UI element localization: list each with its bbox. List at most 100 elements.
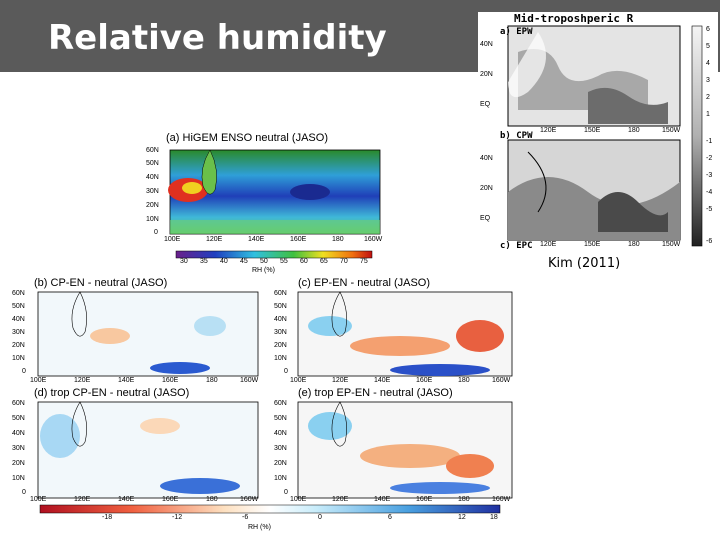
panel-c-lon-tick: 160W: [492, 377, 511, 384]
panel-a-lat-tick: 10N: [146, 216, 159, 223]
panel-e-lon-tick: 160E: [416, 496, 433, 503]
panel-e-lon-tick: 120E: [332, 496, 349, 503]
right-colorbar-tick: 6: [706, 26, 710, 33]
right-figure: Mid-troposhperic R a) EPW b) CPW c) EPC …: [478, 12, 718, 260]
diff-colorbar-tick: -12: [172, 514, 183, 521]
right-figure-title: Mid-troposhperic R: [514, 12, 634, 25]
right-b-lon-tick: 150E: [584, 241, 601, 248]
panel-a-graphic: [168, 149, 381, 259]
panel-e-lat-tick: 10N: [274, 475, 287, 482]
panel-e-lon-tick: 180: [458, 496, 470, 503]
right-panel-c-label: c) EPC: [500, 241, 533, 251]
panel-d-lon-tick: 140E: [118, 496, 135, 503]
panel-a-colorbar-tick: 55: [280, 258, 288, 265]
right-a-lat-tick: 20N: [480, 71, 493, 78]
right-figure-graphic: [478, 12, 718, 260]
right-b-lat-tick: EQ: [480, 215, 491, 222]
right-colorbar-tick: 1: [706, 111, 710, 118]
panel-d-lat-tick: 10N: [12, 475, 25, 482]
right-b-lon-tick: 150W: [662, 241, 681, 248]
right-a-lat-tick: EQ: [480, 101, 491, 108]
right-colorbar-tick: -6: [706, 238, 713, 245]
panel-b-lat-tick: 50N: [12, 303, 25, 310]
panel-e-lat-tick: 0: [284, 489, 288, 496]
panel-c-lon-tick: 160E: [416, 377, 433, 384]
panel-a-lon-tick: 140E: [248, 236, 265, 243]
panel-c-title: (c) EP-EN - neutral (JASO): [298, 277, 431, 289]
panel-d-lat-tick: 40N: [12, 430, 25, 437]
panel-e-lat-tick: 40N: [274, 430, 287, 437]
panel-a-colorbar-tick: 65: [320, 258, 328, 265]
panel-a-lat-tick: 40N: [146, 174, 159, 181]
panel-b-lon-tick: 140E: [118, 377, 135, 384]
panel-a-lon-tick: 160W: [364, 236, 383, 243]
right-b-lon-tick: 180: [628, 241, 640, 248]
panel-b-lon-tick: 100E: [30, 377, 47, 384]
diff-colorbar-tick: 12: [458, 514, 466, 521]
panel-a-lon-tick: 180: [332, 236, 344, 243]
panel-c-lon-tick: 100E: [290, 377, 307, 384]
panel-a-lat-tick: 30N: [146, 188, 159, 195]
panel-a-lat-tick: 50N: [146, 160, 159, 167]
panel-a-colorbar-tick: 40: [220, 258, 228, 265]
panel-d-lat-tick: 30N: [12, 445, 25, 452]
panel-b-lat-tick: 20N: [12, 342, 25, 349]
panel-c-lat-tick: 50N: [274, 303, 287, 310]
panel-e-lat-tick: 60N: [274, 400, 287, 407]
panel-e-title: (e) trop EP-EN - neutral (JASO): [298, 387, 453, 399]
panel-a-colorbar-tick: 70: [340, 258, 348, 265]
panel-e-lon-tick: 100E: [290, 496, 307, 503]
panel-a-lon-tick: 100E: [164, 236, 181, 243]
panel-b-lon-tick: 120E: [74, 377, 91, 384]
diff-colorbar-tick: 0: [318, 514, 322, 521]
panel-a-lon-tick: 160E: [290, 236, 307, 243]
right-colorbar-tick: -2: [706, 155, 713, 162]
panel-a-lon-tick: 120E: [206, 236, 223, 243]
right-colorbar-tick: 4: [706, 60, 710, 67]
panel-d-lon-tick: 160W: [240, 496, 259, 503]
panel-b-lon-tick: 160E: [162, 377, 179, 384]
right-a-lon-tick: 150E: [584, 127, 601, 134]
difference-panels-graphic: [37, 291, 513, 514]
panel-c-lat-tick: 0: [284, 368, 288, 375]
panel-d-lat-tick: 50N: [12, 415, 25, 422]
panel-e-lat-tick: 20N: [274, 460, 287, 467]
panel-d-lat-tick: 60N: [12, 400, 25, 407]
panel-b-lat-tick: 40N: [12, 316, 25, 323]
panel-c-lat-tick: 30N: [274, 329, 287, 336]
panel-d-title: (d) trop CP-EN - neutral (JASO): [34, 387, 190, 399]
panel-e-lat-tick: 50N: [274, 415, 287, 422]
panel-c-lon-tick: 180: [458, 377, 470, 384]
right-a-lon-tick: 180: [628, 127, 640, 134]
right-colorbar-tick: 2: [706, 94, 710, 101]
panel-c-lon-tick: 140E: [374, 377, 391, 384]
diff-colorbar-tick: 6: [388, 514, 392, 521]
slide-title: Relative humidity: [48, 18, 387, 58]
panel-e-lat-tick: 30N: [274, 445, 287, 452]
right-colorbar-tick: -4: [706, 189, 713, 196]
panel-b-lat-tick: 10N: [12, 355, 25, 362]
diff-colorbar-label: RH (%): [248, 524, 271, 531]
panel-a-lat-tick: 0: [154, 229, 158, 236]
panel-b-lat-tick: 0: [22, 368, 26, 375]
panel-a-colorbar-tick: 45: [240, 258, 248, 265]
panel-e-lon-tick: 160W: [492, 496, 511, 503]
right-b-lat-tick: 20N: [480, 185, 493, 192]
panel-b-lat-tick: 60N: [12, 290, 25, 297]
panel-b-lat-tick: 30N: [12, 329, 25, 336]
citation: Kim (2011): [548, 256, 621, 271]
right-b-lat-tick: 40N: [480, 155, 493, 162]
panel-c-lon-tick: 120E: [332, 377, 349, 384]
panel-b-title: (b) CP-EN - neutral (JASO): [34, 277, 168, 289]
panel-b-lon-tick: 180: [206, 377, 218, 384]
diff-colorbar-tick: 18: [490, 514, 498, 521]
panel-a-colorbar-tick: 30: [180, 258, 188, 265]
panel-d-lat-tick: 0: [22, 489, 26, 496]
panel-a-colorbar-tick: 50: [260, 258, 268, 265]
right-colorbar-tick: 3: [706, 77, 710, 84]
panel-a-colorbar-tick: 35: [200, 258, 208, 265]
panel-a-colorbar-label: RH (%): [252, 267, 275, 274]
right-a-lon-tick: 150W: [662, 127, 681, 134]
panel-d-lon-tick: 100E: [30, 496, 47, 503]
panel-d-lon-tick: 160E: [162, 496, 179, 503]
